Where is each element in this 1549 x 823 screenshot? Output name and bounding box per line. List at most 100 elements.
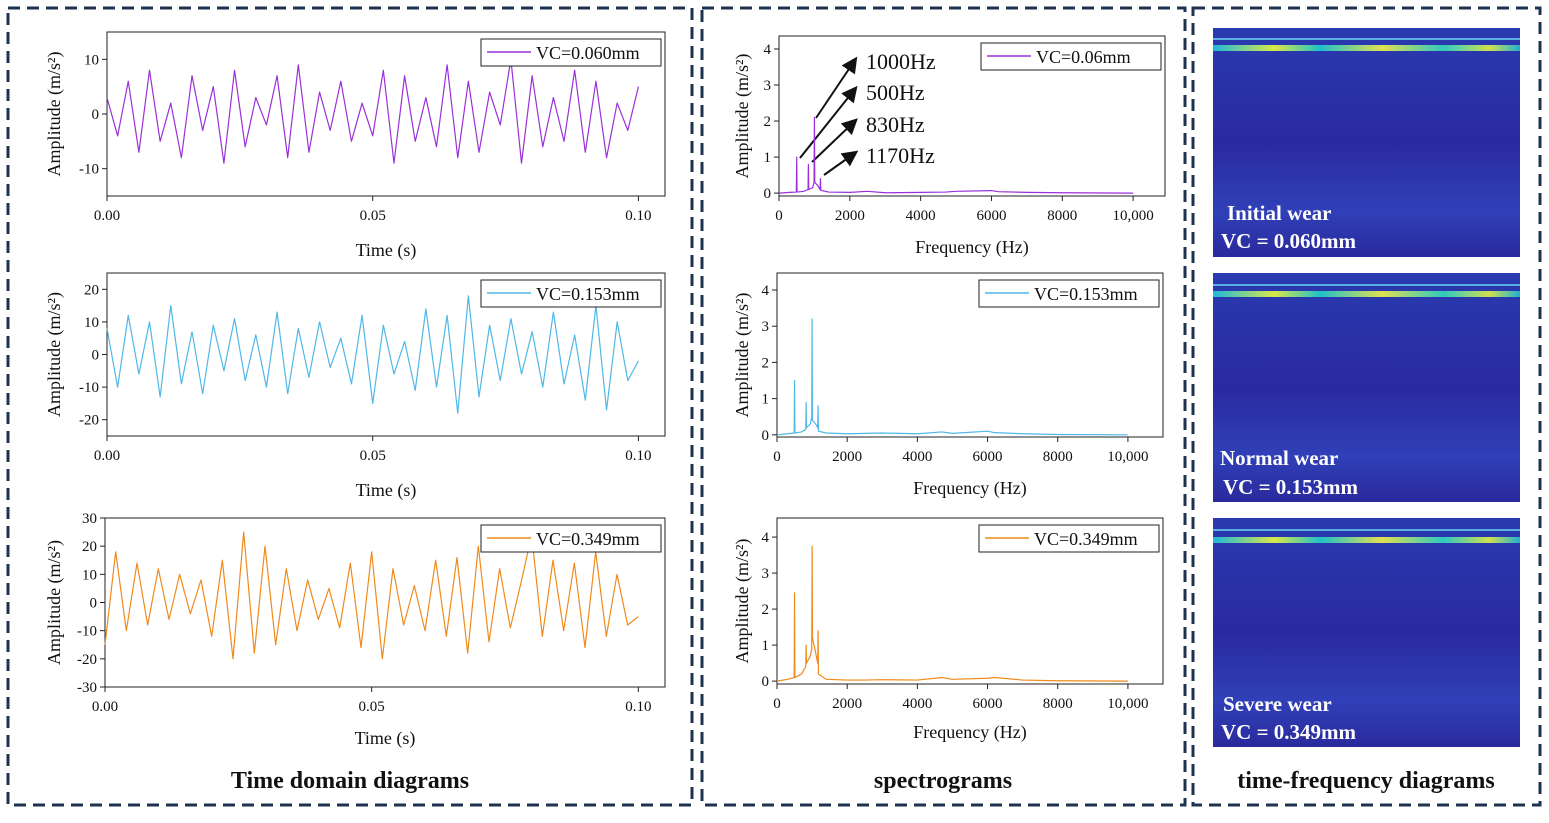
x-axis-label: Time (s): [356, 240, 417, 261]
y-axis-label: Amplitude (m/s²): [44, 52, 65, 177]
x-tick-label: 0.10: [625, 699, 651, 715]
x-tick-label: 10,000: [1107, 449, 1148, 465]
y-tick-label: 0: [762, 428, 770, 444]
tf-image: Severe wear VC = 0.349mm: [1213, 518, 1520, 747]
x-tick-label: 6000: [973, 449, 1003, 465]
plot-frame: [776, 517, 1164, 685]
legend-label: VC=0.349mm: [1034, 529, 1138, 549]
y-axis-label: Amplitude (m/s²): [732, 293, 753, 418]
annotation: 500Hz: [866, 80, 925, 105]
annotation-arrows: [799, 56, 859, 176]
tf-image: Initial wear VC = 0.060mm: [1213, 28, 1520, 257]
x-axis-label: Time (s): [356, 480, 417, 501]
y-tick-label: 4: [762, 530, 770, 546]
y-axis-label: Amplitude (m/s²): [732, 54, 753, 179]
section-title: time-frequency diagrams: [1237, 768, 1495, 794]
x-tick-label: 0: [773, 449, 781, 465]
y-tick-label: 10: [84, 315, 99, 331]
x-tick-label: 0.05: [359, 699, 385, 715]
legend-label: VC=0.06mm: [1036, 47, 1131, 67]
x-tick-label: 0.10: [625, 448, 651, 464]
y-tick-label: 0: [92, 348, 100, 364]
plot-frame: [778, 35, 1166, 197]
y-tick-label: 1: [762, 392, 770, 408]
y-tick-label: 0: [92, 107, 100, 123]
tf-image: Normal wear VC = 0.153mm: [1213, 273, 1520, 502]
x-tick-label: 6000: [976, 208, 1006, 224]
x-tick-label: 10,000: [1113, 208, 1154, 224]
series-line: [778, 116, 1134, 194]
y-tick-label: 30: [82, 511, 97, 527]
x-tick-label: 2000: [832, 449, 862, 465]
x-axis-label: Frequency (Hz): [915, 237, 1028, 258]
y-axis-label: Amplitude (m/s²): [44, 540, 65, 665]
section-title: Time domain diagrams: [231, 768, 469, 794]
x-tick-label: 0: [773, 696, 781, 712]
series-line: [776, 318, 1128, 436]
annotation: 1170Hz: [866, 143, 935, 168]
y-tick-label: -30: [77, 680, 97, 696]
y-tick-label: 2: [762, 602, 770, 618]
y-tick-label: 3: [762, 566, 770, 582]
y-tick-label: 0: [762, 674, 770, 690]
y-tick-label: 20: [82, 539, 97, 555]
y-tick-label: 2: [764, 114, 772, 130]
x-tick-label: 10,000: [1107, 696, 1148, 712]
tf-stage: Normal wear: [1220, 446, 1338, 470]
legend-label: VC=0.349mm: [536, 529, 640, 549]
y-tick-label: -20: [77, 652, 97, 668]
x-tick-label: 0.05: [360, 208, 386, 224]
plot-frame: [776, 272, 1164, 438]
y-tick-label: 10: [82, 567, 97, 583]
y-tick-label: 1: [762, 638, 770, 654]
y-tick-label: 2: [762, 355, 770, 371]
tf-stage: Initial wear: [1227, 201, 1331, 225]
series-line: [776, 545, 1128, 682]
y-tick-label: -10: [79, 162, 99, 178]
x-axis-label: Frequency (Hz): [913, 478, 1026, 499]
x-tick-label: 0.05: [360, 448, 386, 464]
legend-box: [978, 524, 1160, 553]
x-tick-label: 4000: [902, 696, 932, 712]
y-tick-label: 3: [764, 78, 772, 94]
panel-border: [1191, 6, 1542, 807]
x-tick-label: 0.00: [94, 448, 120, 464]
y-tick-label: 1: [764, 150, 772, 166]
y-axis-label: Amplitude (m/s²): [732, 539, 753, 664]
y-tick-label: 4: [762, 283, 770, 299]
legend-label: VC=0.153mm: [536, 284, 640, 304]
x-tick-label: 0.00: [94, 208, 120, 224]
section-title: spectrograms: [874, 768, 1012, 794]
tf-vc: VC = 0.060mm: [1221, 229, 1357, 253]
x-axis-label: Time (s): [355, 728, 416, 749]
panel-border: [6, 6, 694, 807]
legend-label: VC=0.060mm: [536, 43, 640, 63]
x-tick-label: 6000: [973, 696, 1003, 712]
x-tick-label: 8000: [1043, 696, 1073, 712]
y-tick-label: 0: [764, 186, 772, 202]
panel-border: [700, 6, 1187, 807]
y-tick-label: 10: [84, 52, 99, 68]
y-axis-label: Amplitude (m/s²): [44, 292, 65, 417]
x-tick-label: 0.10: [625, 208, 651, 224]
y-tick-label: -10: [77, 624, 97, 640]
x-tick-label: 2000: [835, 208, 865, 224]
x-tick-label: 2000: [832, 696, 862, 712]
tf-vc: VC = 0.349mm: [1221, 720, 1357, 744]
panel-borders: [6, 6, 1542, 807]
y-tick-label: 0: [90, 596, 98, 612]
tf-vc: VC = 0.153mm: [1223, 475, 1359, 499]
y-tick-label: 3: [762, 319, 770, 335]
x-tick-label: 8000: [1047, 208, 1077, 224]
y-tick-label: 4: [764, 42, 772, 58]
x-tick-label: 4000: [906, 208, 936, 224]
x-tick-label: 0: [775, 208, 783, 224]
series-line: [106, 58, 640, 164]
x-axis-label: Frequency (Hz): [913, 722, 1026, 743]
annotation: 1000Hz: [866, 49, 936, 74]
series-line: [104, 531, 639, 660]
x-tick-label: 8000: [1043, 449, 1073, 465]
tf-stage: Severe wear: [1223, 692, 1332, 716]
y-tick-label: -10: [79, 380, 99, 396]
